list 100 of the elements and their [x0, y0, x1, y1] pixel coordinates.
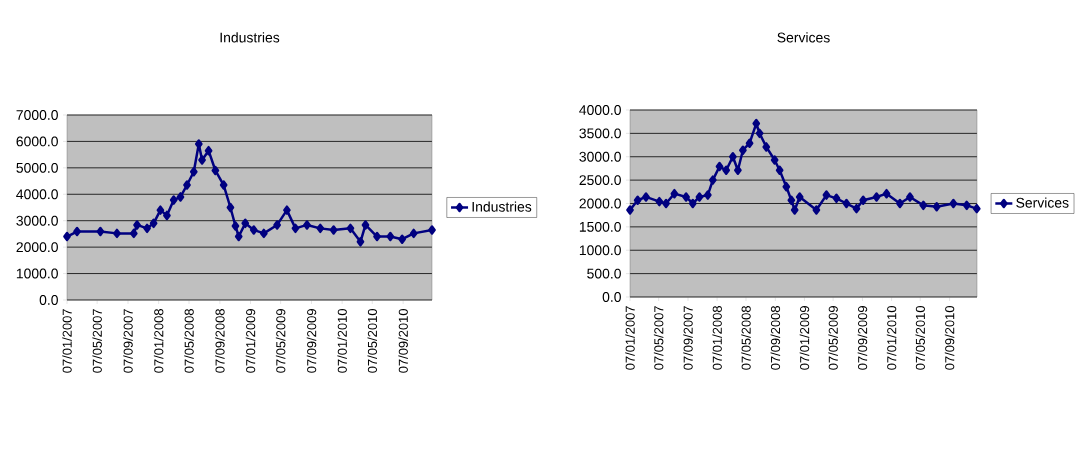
point [361, 220, 370, 230]
point [670, 188, 679, 199]
point [149, 218, 158, 229]
x-tick-label: 07/09/2007 [123, 309, 133, 373]
point [882, 188, 891, 199]
legend-label: Services [1016, 197, 1069, 208]
point [682, 192, 690, 202]
point [708, 175, 717, 185]
point [204, 145, 213, 156]
point [790, 205, 799, 215]
chart-title: Industries [220, 32, 280, 43]
x-tick-label: 07/01/2007 [62, 309, 72, 373]
y-tick-label: 3000.0 [16, 215, 58, 226]
x-tick-label: 07/09/2009 [857, 306, 868, 370]
point [695, 192, 704, 202]
point [703, 190, 712, 200]
point [734, 165, 742, 176]
x-tick-label: 07/01/2009 [245, 309, 256, 373]
x-tick-label: 07/09/2010 [398, 309, 408, 373]
y-tick-label: 2000.0 [16, 242, 58, 253]
point [745, 138, 754, 148]
y-tick-label: 0.0 [602, 292, 621, 302]
point [219, 180, 228, 190]
x-tick-label: 07/09/2008 [215, 309, 225, 373]
x-tick-label: 07/09/2009 [306, 309, 317, 373]
y-tick-label: 7000.0 [16, 110, 58, 120]
point [655, 196, 664, 207]
legend-label: Industries [472, 201, 532, 212]
point [770, 155, 779, 165]
y-tick-label: 2000.0 [579, 198, 621, 209]
point [932, 202, 941, 212]
x-tick-label: 07/09/2007 [683, 306, 693, 370]
y-tick-label: 2500.0 [579, 175, 621, 186]
y-tick-label: 1000.0 [579, 245, 621, 256]
point [428, 225, 436, 235]
x-tick-label: 07/01/2008 [153, 309, 164, 373]
y-tick-label: 500.0 [587, 268, 621, 279]
point [373, 231, 381, 242]
x-tick-label: 07/01/2008 [712, 306, 722, 370]
point [642, 192, 650, 202]
point [329, 225, 338, 235]
point [198, 155, 206, 165]
point [715, 161, 724, 172]
point [211, 165, 220, 176]
point [729, 152, 737, 162]
x-tick-label: 07/05/2009 [828, 306, 838, 370]
point [787, 195, 796, 205]
point [852, 203, 861, 214]
point [194, 139, 203, 149]
x-tick-label: 07/05/2007 [92, 309, 102, 373]
y-tick-label: 5000.0 [16, 162, 58, 173]
point [183, 180, 191, 190]
x-tick-label: 07/05/2008 [741, 306, 751, 370]
x-tick-label: 07/01/2010 [886, 306, 897, 370]
x-tick-label: 07/01/2009 [799, 306, 810, 370]
point [633, 195, 642, 205]
point [96, 226, 105, 237]
point [316, 223, 325, 234]
x-tick-label: 07/05/2009 [275, 309, 286, 373]
point [896, 198, 904, 209]
point [356, 237, 365, 247]
y-tick-label: 1500.0 [579, 221, 621, 232]
point [842, 198, 851, 209]
point [832, 193, 841, 204]
y-tick-label: 4000.0 [579, 105, 621, 115]
point [859, 195, 868, 205]
y-tick-label: 4000.0 [16, 189, 58, 200]
point [129, 228, 138, 239]
point [283, 205, 291, 215]
point [189, 167, 198, 177]
point [73, 226, 81, 237]
point [812, 205, 821, 215]
point [919, 200, 928, 211]
point [722, 165, 731, 176]
point [972, 203, 981, 214]
point [626, 205, 634, 215]
point [231, 221, 240, 231]
point [346, 223, 355, 234]
point [762, 142, 771, 152]
point [409, 228, 418, 239]
point [782, 181, 791, 192]
point [303, 220, 311, 230]
x-tick-label: 07/05/2010 [367, 309, 378, 373]
point [241, 218, 250, 229]
point [169, 195, 178, 205]
point [249, 225, 258, 235]
y-tick-label: 3000.0 [579, 151, 621, 162]
point [398, 234, 406, 244]
point [143, 223, 151, 234]
x-tick-label: 07/01/2010 [337, 309, 347, 373]
x-tick-label: 07/01/2007 [625, 306, 635, 370]
point [662, 198, 670, 209]
y-tick-label: 1000.0 [16, 268, 58, 279]
point [775, 165, 784, 176]
y-tick-label: 6000.0 [16, 136, 58, 147]
x-tick-label: 07/05/2007 [653, 306, 664, 370]
point [872, 192, 881, 202]
point [273, 220, 281, 230]
point [822, 190, 831, 200]
point [752, 118, 761, 129]
